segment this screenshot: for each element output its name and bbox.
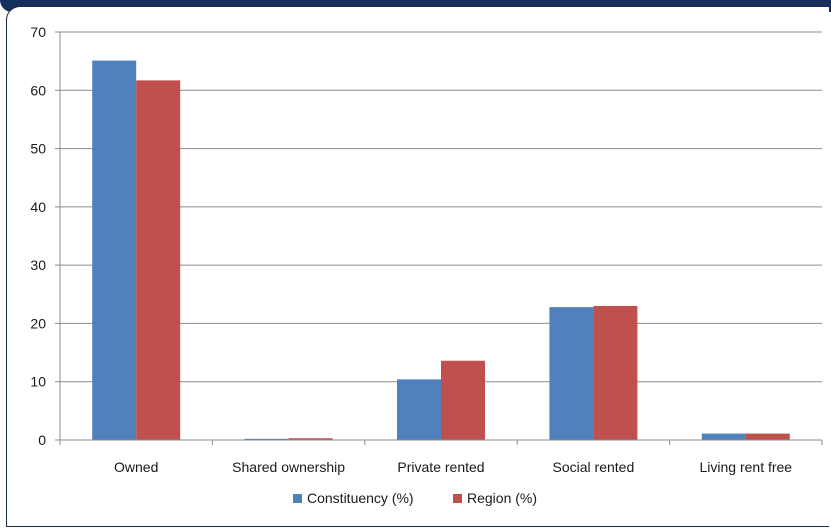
axes <box>55 31 823 445</box>
y-tick-label: 40 <box>30 199 46 215</box>
legend-label: Constituency (%) <box>307 490 414 506</box>
y-tick-labels: 0 10 20 30 40 50 60 70 <box>30 24 46 448</box>
bar-constituency <box>549 307 594 440</box>
bars <box>92 60 790 441</box>
bar-region <box>441 360 485 440</box>
y-tick-label: 20 <box>30 315 46 331</box>
bar-constituency <box>397 379 441 440</box>
legend-swatch <box>453 494 462 503</box>
y-tick-label: 0 <box>38 432 46 448</box>
bar-constituency <box>244 438 289 440</box>
bar-region <box>288 438 333 440</box>
legend: Constituency (%) Region (%) <box>293 490 537 506</box>
bar-region <box>745 433 790 440</box>
bar-constituency <box>92 60 137 441</box>
x-tick-label: Social rented <box>553 459 635 475</box>
bar-region <box>136 80 181 441</box>
y-tick-label: 70 <box>30 24 46 40</box>
x-tick-labels: Owned Shared ownership Private rented Socia… <box>114 459 792 475</box>
y-tick-label: 50 <box>30 141 46 157</box>
x-tick-label: Shared ownership <box>232 459 345 475</box>
y-tick-label: 10 <box>30 374 46 390</box>
legend-label: Region (%) <box>467 490 537 506</box>
bar-constituency <box>701 433 746 440</box>
y-tick-label: 60 <box>30 82 46 98</box>
bar-region <box>593 305 638 440</box>
legend-swatch <box>293 494 302 503</box>
x-tick-label: Private rented <box>397 459 484 475</box>
y-tick-label: 30 <box>30 257 46 273</box>
x-tick-label: Owned <box>114 459 158 475</box>
x-tick-label: Living rent free <box>699 459 792 475</box>
